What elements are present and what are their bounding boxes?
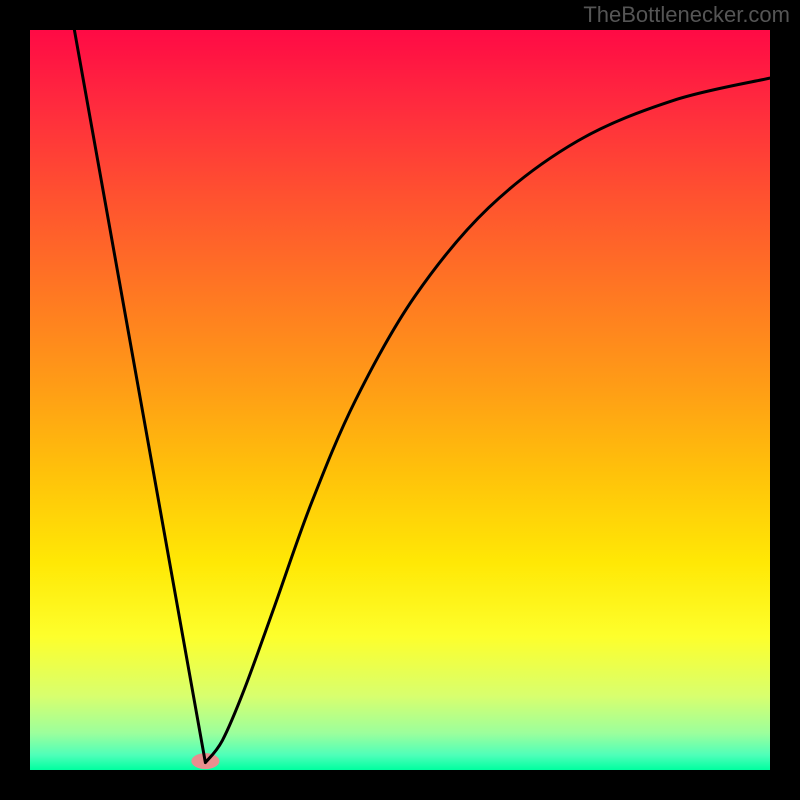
chart-canvas <box>0 0 800 800</box>
bottleneck-chart: TheBottlenecker.com <box>0 0 800 800</box>
